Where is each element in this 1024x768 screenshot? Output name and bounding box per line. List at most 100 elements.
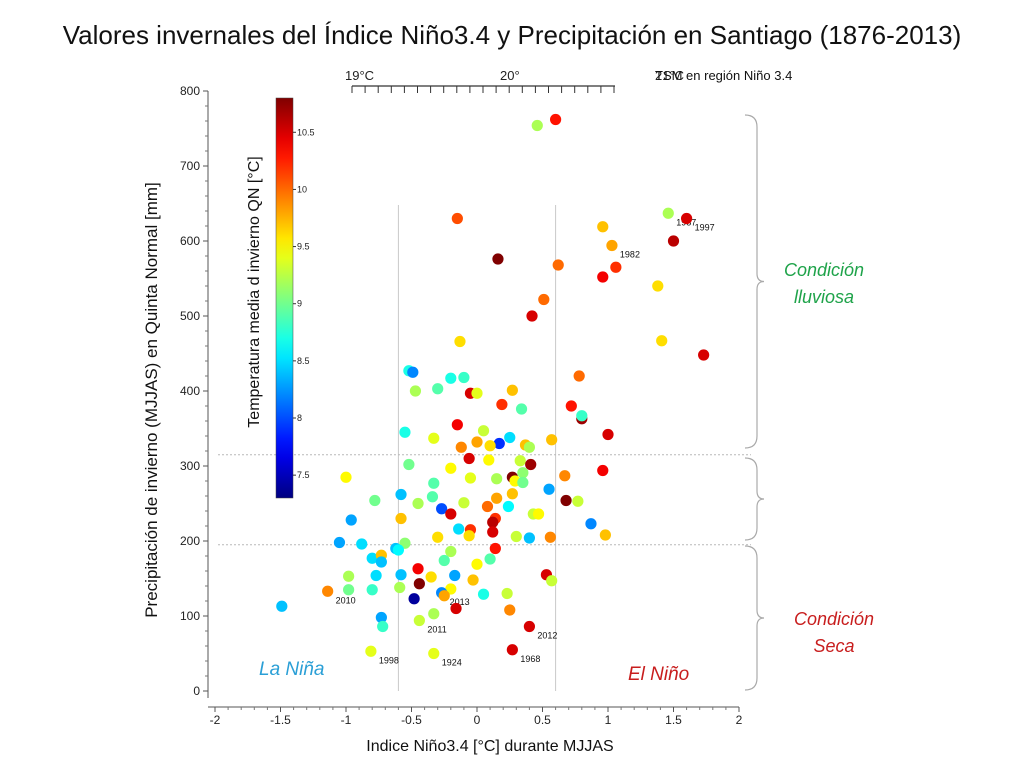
y-tick-label-6: 600 xyxy=(180,234,200,248)
sst-tick-label-2: 21°C xyxy=(655,68,684,83)
condition-wet-label: Condición lluviosa xyxy=(762,257,886,311)
data-point-7 xyxy=(451,212,463,225)
data-point-11 xyxy=(597,271,609,283)
x-tick-label-7: 1.5 xyxy=(665,713,682,727)
data-point-119 xyxy=(394,581,406,594)
data-point-22 xyxy=(432,383,444,395)
brace-dry xyxy=(744,545,765,691)
y-tick-label-3: 300 xyxy=(180,459,200,473)
data-point-81 xyxy=(487,516,499,528)
chart-title: Valores invernales del Índice Niño3.4 y … xyxy=(62,20,962,50)
data-point-67 xyxy=(506,488,518,500)
data-point-125 xyxy=(450,602,462,615)
y-tick-label-4: 400 xyxy=(180,384,200,398)
data-point-68 xyxy=(543,483,555,495)
data-point-129 xyxy=(413,614,425,627)
data-point-99 xyxy=(366,552,378,564)
data-point-14 xyxy=(526,310,538,322)
sst-tick-label-1: 20° xyxy=(500,68,520,83)
data-point-118 xyxy=(467,574,479,586)
data-point-133 xyxy=(365,645,377,657)
colorbar-tick-label-2: 8.5 xyxy=(297,356,310,366)
colorbar-tick-label-1: 8 xyxy=(297,413,302,423)
data-point-48 xyxy=(514,455,526,467)
data-point-17 xyxy=(454,335,466,348)
data-point-6 xyxy=(597,221,609,233)
data-point-label-120: 2013 xyxy=(450,597,470,607)
data-point-59 xyxy=(491,473,503,485)
brace-wet xyxy=(744,114,765,449)
colorbar-label: Temperatura media d invierno QN [°C] xyxy=(246,156,263,428)
data-point-72 xyxy=(436,503,448,515)
data-point-13 xyxy=(538,293,550,306)
data-point-label-133: 1998 xyxy=(379,655,399,665)
data-point-37 xyxy=(493,437,505,450)
data-point-0 xyxy=(550,113,562,126)
data-point-114 xyxy=(366,584,378,596)
data-point-74 xyxy=(481,500,494,513)
data-point-128 xyxy=(428,608,440,620)
data-point-42 xyxy=(484,440,496,452)
data-point-116 xyxy=(322,585,334,597)
data-point-86 xyxy=(432,531,444,543)
y-tick-label-8: 800 xyxy=(180,84,200,98)
colorbar-tick-label-6: 10.5 xyxy=(297,127,315,137)
condition-dry-line2: Seca xyxy=(813,636,855,656)
condition-dry-label: Condición Seca xyxy=(772,606,896,660)
data-point-62 xyxy=(395,488,407,501)
data-point-82 xyxy=(453,523,465,535)
sst-tick-label-0: 19°C xyxy=(345,68,374,83)
data-point-47 xyxy=(483,454,495,466)
condition-wet-line1: Condición xyxy=(783,260,865,280)
x-tick-label-5: 0.5 xyxy=(534,713,551,727)
data-point-29 xyxy=(573,370,585,382)
data-point-97 xyxy=(445,545,457,558)
data-point-102 xyxy=(438,554,450,567)
data-point-19 xyxy=(407,366,419,378)
data-point-34 xyxy=(399,426,411,438)
data-point-10 xyxy=(610,261,622,273)
data-point-79 xyxy=(395,512,407,525)
data-point-103 xyxy=(471,558,483,570)
data-point-44 xyxy=(602,428,614,441)
data-point-5 xyxy=(606,239,618,252)
data-point-126 xyxy=(504,604,516,616)
data-point-3 xyxy=(681,212,693,225)
brace-normal xyxy=(744,457,765,541)
data-point-23 xyxy=(409,385,422,397)
data-point-58 xyxy=(464,472,477,484)
data-point-32 xyxy=(576,410,588,422)
x-tick-label-2: -1 xyxy=(341,713,352,727)
colorbar-tick-label-5: 10 xyxy=(297,184,307,194)
colorbar-tick-label-3: 9 xyxy=(297,299,302,309)
data-point-71 xyxy=(369,494,381,507)
data-point-label-134: 1924 xyxy=(442,658,462,668)
y-tick-label-1: 100 xyxy=(180,609,200,623)
data-point-88 xyxy=(463,530,475,542)
condition-wet-line2: lluviosa xyxy=(793,287,855,307)
data-point-93 xyxy=(356,538,368,550)
data-point-78 xyxy=(345,514,357,526)
data-point-107 xyxy=(370,569,382,582)
data-point-96 xyxy=(392,544,404,556)
data-point-35 xyxy=(477,425,490,437)
data-point-131 xyxy=(377,620,389,633)
data-point-127 xyxy=(276,600,288,612)
data-point-30 xyxy=(565,400,577,412)
data-point-135 xyxy=(506,644,518,656)
x-tick-label-4: 0 xyxy=(474,713,481,727)
data-point-20 xyxy=(445,372,457,384)
data-point-92 xyxy=(333,536,346,549)
x-axis-label: Indice Niño3.4 [°C] durante MJJAS xyxy=(366,738,614,755)
sst-title: TSM en región Niño 3.4 xyxy=(655,68,793,83)
data-point-91 xyxy=(599,529,611,541)
data-point-98 xyxy=(489,542,501,555)
data-point-16 xyxy=(698,349,710,361)
data-point-40 xyxy=(471,436,483,448)
data-point-12 xyxy=(652,280,664,292)
data-point-39 xyxy=(428,432,440,444)
x-tick-label-8: 2 xyxy=(736,713,743,727)
data-point-43 xyxy=(546,434,558,446)
data-point-113 xyxy=(413,578,425,590)
